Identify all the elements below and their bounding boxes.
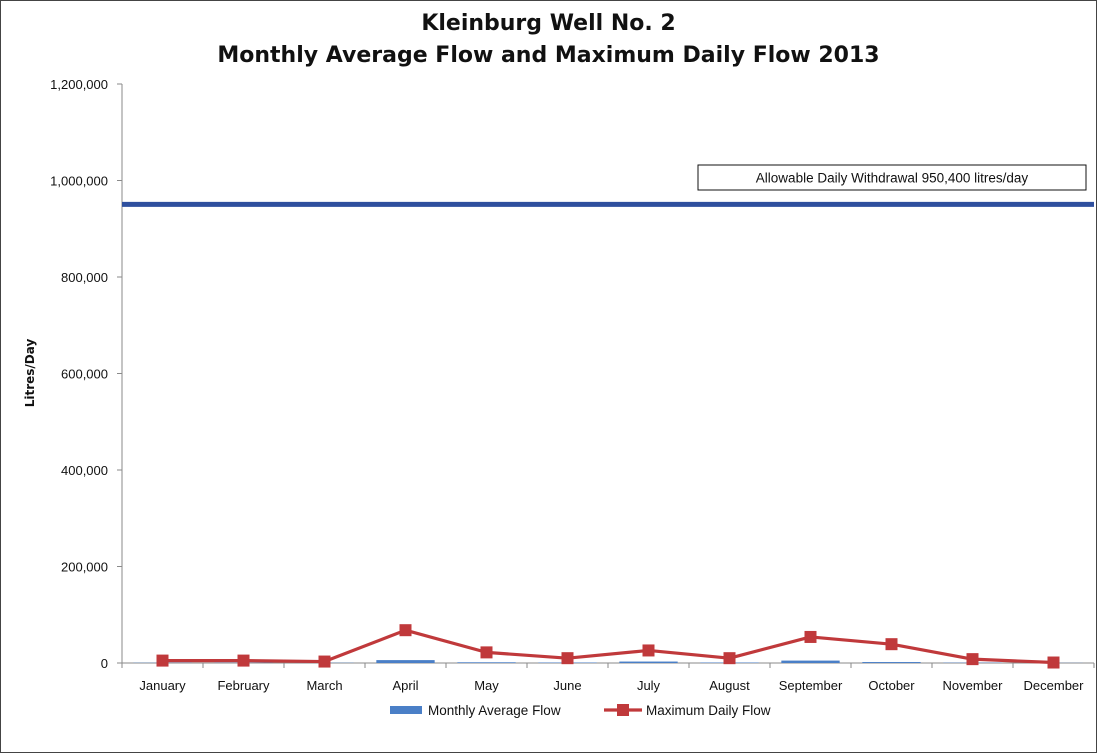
legend: Monthly Average Flow Maximum Daily Flow <box>390 703 771 718</box>
y-tick-label: 1,200,000 <box>50 77 108 92</box>
reference-line-label-box <box>697 164 1087 191</box>
y-tick-label: 800,000 <box>61 270 108 285</box>
x-tick-label: September <box>779 678 843 693</box>
x-tick-labels: January February March April May June July Augu… <box>139 678 1084 693</box>
legend-swatch-monthly-average <box>390 706 422 714</box>
data-point <box>966 653 979 666</box>
legend-marker-maximum-daily <box>617 704 629 716</box>
y-tick-label: 1,000,000 <box>50 174 108 189</box>
x-tick-label: March <box>306 678 342 693</box>
y-tick-label: 600,000 <box>61 367 108 382</box>
data-point <box>399 624 412 637</box>
chart-title-line-2: Monthly Average Flow and Maximum Daily F… <box>217 43 880 68</box>
data-point <box>723 652 736 665</box>
x-tick-label: December <box>1024 678 1085 693</box>
bar <box>619 661 678 663</box>
series-line <box>162 628 1054 665</box>
y-tick-label: 0 <box>101 656 108 671</box>
x-tick-label: November <box>943 678 1004 693</box>
bar <box>376 660 435 663</box>
data-point <box>237 654 250 667</box>
reference-line-group: Allowable Daily Withdrawal 950,400 litre… <box>122 164 1094 207</box>
data-point <box>156 654 169 667</box>
x-tick-label: August <box>709 678 750 693</box>
x-tick-label: January <box>139 678 186 693</box>
data-point <box>561 652 574 665</box>
chart-title-line-1: Kleinburg Well No. 2 <box>421 11 676 36</box>
reference-line-label: Allowable Daily Withdrawal 950,400 litre… <box>756 171 1029 186</box>
bar <box>781 660 840 663</box>
data-point <box>480 646 493 659</box>
line-series-maximum-daily <box>156 624 1060 669</box>
axes: 0 200,000 400,000 600,000 800,000 1,000,000 1,… <box>50 77 1095 671</box>
data-point <box>318 655 331 668</box>
legend-label-monthly-average: Monthly Average Flow <box>428 703 561 718</box>
data-point <box>885 638 898 651</box>
x-tick-label: July <box>637 678 661 693</box>
data-point <box>642 644 655 657</box>
bar <box>457 662 516 663</box>
y-axis-label: Litres/Day <box>23 339 37 408</box>
y-tick-label: 400,000 <box>61 463 108 478</box>
legend-label-maximum-daily: Maximum Daily Flow <box>646 703 771 718</box>
bar <box>862 662 921 663</box>
data-point <box>804 630 817 643</box>
x-tick-label: May <box>474 678 499 693</box>
y-tick-label: 200,000 <box>61 560 108 575</box>
chart-title: Kleinburg Well No. 2 Monthly Average Flo… <box>0 8 1097 72</box>
x-tick-label: February <box>217 678 270 693</box>
x-tick-label: October <box>868 678 915 693</box>
x-tick-label: April <box>392 678 418 693</box>
data-point <box>1047 656 1060 669</box>
x-tick-label: June <box>553 678 581 693</box>
